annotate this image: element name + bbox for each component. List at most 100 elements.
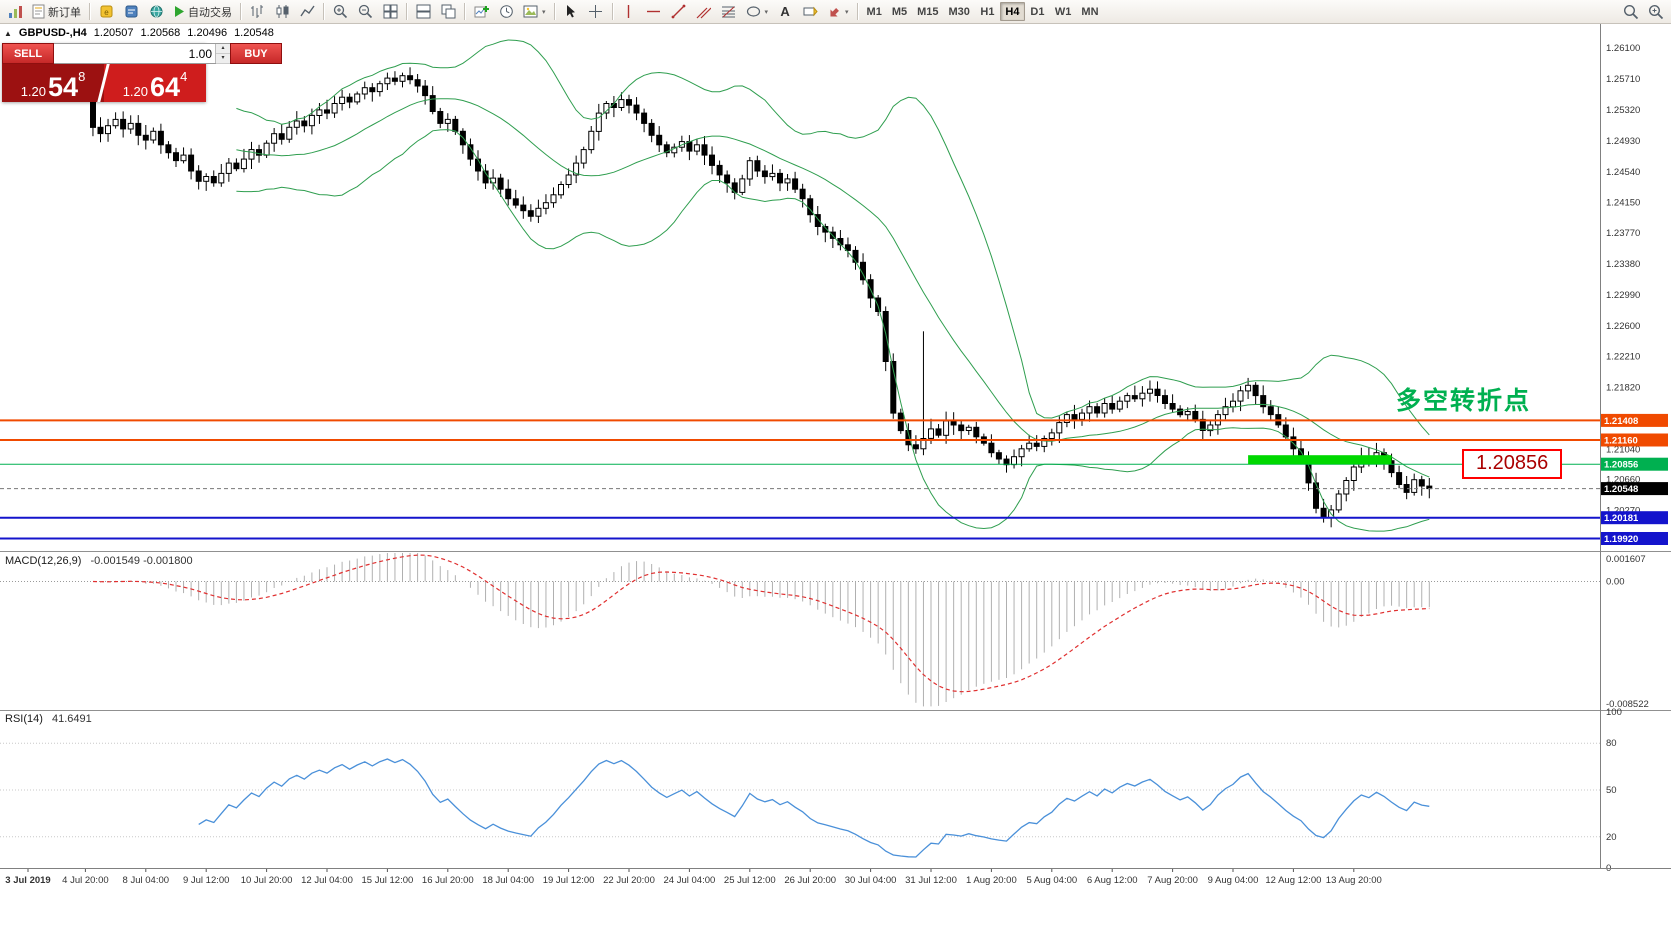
toolbar-separator <box>323 3 324 20</box>
buy-price-big: 64 <box>150 72 181 102</box>
timeframe-H4[interactable]: H4 <box>999 2 1025 21</box>
volume-down-button[interactable]: ▾ <box>216 54 230 64</box>
bar-chart-icon <box>250 5 263 18</box>
line-chart-icon <box>299 5 315 17</box>
bar-chart-button[interactable] <box>245 1 269 22</box>
arrange-windows-button[interactable] <box>411 1 435 22</box>
svg-text:1.21820: 1.21820 <box>1606 383 1640 394</box>
svg-text:1.23380: 1.23380 <box>1606 259 1640 270</box>
charts-button[interactable] <box>3 1 27 22</box>
buy-price-sup: 4 <box>180 69 188 84</box>
timeframe-MN[interactable]: MN <box>1076 2 1103 21</box>
macd-pane <box>0 553 1600 707</box>
cascade-windows-icon <box>441 4 455 19</box>
terminal-button[interactable] <box>119 1 143 22</box>
quote-low: 1.20496 <box>187 27 228 39</box>
candles-layer <box>90 67 1433 528</box>
zoom-in-button[interactable] <box>328 1 352 22</box>
timeframe-H1[interactable]: H1 <box>975 2 1000 21</box>
periods-button[interactable] <box>494 1 518 22</box>
text-label-button[interactable] <box>798 1 822 22</box>
shapes-button[interactable]: ▾ <box>742 1 773 22</box>
collapse-quote-panel-icon[interactable]: ▲ <box>4 28 12 38</box>
key-level-zone[interactable] <box>1248 455 1392 465</box>
zoom-out-button[interactable] <box>353 1 377 22</box>
quote-header: ▲ GBPUSD-,H4 1.20507 1.20568 1.20496 1.2… <box>4 27 274 39</box>
price-scale[interactable]: 1.26100 1.25710 1.25320 1.24930 1.24540 1.241… <box>1600 24 1669 874</box>
timeframe-M15[interactable]: M15 <box>912 2 943 21</box>
svg-text:1.21160: 1.21160 <box>1604 436 1638 447</box>
line-chart-button[interactable] <box>295 1 319 22</box>
buy-button[interactable]: BUY <box>230 43 282 64</box>
cursor-button[interactable] <box>559 1 583 22</box>
svg-text:26 Jul 20:00: 26 Jul 20:00 <box>784 875 836 886</box>
timeframe-W1[interactable]: W1 <box>1050 2 1077 21</box>
svg-text:25 Jul 12:00: 25 Jul 12:00 <box>724 875 776 886</box>
svg-text:12 Aug 12:00: 12 Aug 12:00 <box>1265 875 1321 886</box>
candlestick-chart-button[interactable] <box>270 1 294 22</box>
mini-chart-icon <box>8 6 22 18</box>
cascade-windows-button[interactable] <box>436 1 460 22</box>
timeframe-M5[interactable]: M5 <box>887 2 912 21</box>
svg-text:16 Jul 20:00: 16 Jul 20:00 <box>422 875 474 886</box>
new-order-button[interactable]: 新订单 <box>28 1 85 22</box>
time-axis[interactable]: 3 Jul 2019 4 Jul 20:00 8 Jul 04:00 9 Jul 12… <box>0 868 1671 887</box>
svg-text:1.22990: 1.22990 <box>1606 290 1640 301</box>
macd-values: -0.001549 -0.001800 <box>90 555 193 567</box>
channel-button[interactable] <box>692 1 716 22</box>
autotrading-button[interactable]: 自动交易 <box>169 1 236 22</box>
sell-button[interactable]: SELL <box>2 43 54 64</box>
candlestick-icon <box>276 5 288 18</box>
quote-open: 1.20507 <box>93 27 134 39</box>
template-image-icon <box>523 5 538 18</box>
templates-button[interactable]: ▾ <box>519 1 550 22</box>
crosshair-button[interactable] <box>584 1 608 22</box>
svg-text:1.24930: 1.24930 <box>1606 136 1640 147</box>
indicators-button[interactable] <box>469 1 493 22</box>
svg-text:1.25320: 1.25320 <box>1606 105 1640 116</box>
svg-text:1.24540: 1.24540 <box>1606 167 1640 178</box>
community-button[interactable] <box>144 1 168 22</box>
fibonacci-button[interactable] <box>717 1 741 22</box>
svg-text:1.20181: 1.20181 <box>1604 513 1639 524</box>
timeframe-M30[interactable]: M30 <box>944 2 975 21</box>
buy-price[interactable]: 1.20 64 4 <box>104 64 206 102</box>
chart-canvas[interactable]: 1.26100 1.25710 1.25320 1.24930 1.24540 1.241… <box>0 24 1671 947</box>
horizontal-line-button[interactable] <box>642 1 666 22</box>
global-search-button[interactable] <box>1644 1 1668 22</box>
horizontal-line-icon <box>647 10 661 13</box>
key-level-price-label[interactable]: 1.20856 <box>1462 449 1563 479</box>
price-tag: 1.20856 <box>1601 457 1668 471</box>
svg-text:4 Jul 20:00: 4 Jul 20:00 <box>62 875 108 886</box>
volume-up-button[interactable]: ▴ <box>216 44 230 54</box>
indicators-plus-icon <box>474 6 489 18</box>
price-tag: 1.20548 <box>1601 482 1668 495</box>
text-label-icon <box>803 6 818 17</box>
svg-text:1.22210: 1.22210 <box>1606 352 1640 363</box>
metaeditor-button[interactable]: e <box>94 1 118 22</box>
timeframe-M1[interactable]: M1 <box>862 2 887 21</box>
svg-text:1.20660: 1.20660 <box>1606 475 1640 486</box>
text-button[interactable]: A <box>773 1 797 22</box>
sell-price-big: 54 <box>48 72 79 102</box>
bull-bear-turning-point-annotation[interactable]: 多空转折点 <box>1396 387 1532 415</box>
rsi-pane <box>0 742 1600 858</box>
svg-text:12 Jul 04:00: 12 Jul 04:00 <box>301 875 353 886</box>
svg-text:1.20548: 1.20548 <box>1604 484 1638 495</box>
arrows-button[interactable]: ▾ <box>823 1 853 22</box>
equidistant-channel-icon <box>696 7 712 19</box>
vertical-line-button[interactable] <box>617 1 641 22</box>
svg-text:18 Jul 04:00: 18 Jul 04:00 <box>482 875 534 886</box>
toolbar-separator <box>464 3 465 20</box>
svg-text:1.24150: 1.24150 <box>1606 198 1640 209</box>
timeframe-D1[interactable]: D1 <box>1025 2 1050 21</box>
rsi-title: RSI(14) <box>5 713 43 725</box>
volume-input[interactable] <box>54 44 215 63</box>
fibonacci-icon <box>722 6 736 18</box>
search-button[interactable] <box>1619 1 1643 22</box>
sell-price[interactable]: 1.20 54 8 <box>2 64 104 102</box>
trendline-button[interactable] <box>667 1 691 22</box>
svg-text:1.26100: 1.26100 <box>1606 43 1640 54</box>
tile-windows-button[interactable] <box>378 1 402 22</box>
